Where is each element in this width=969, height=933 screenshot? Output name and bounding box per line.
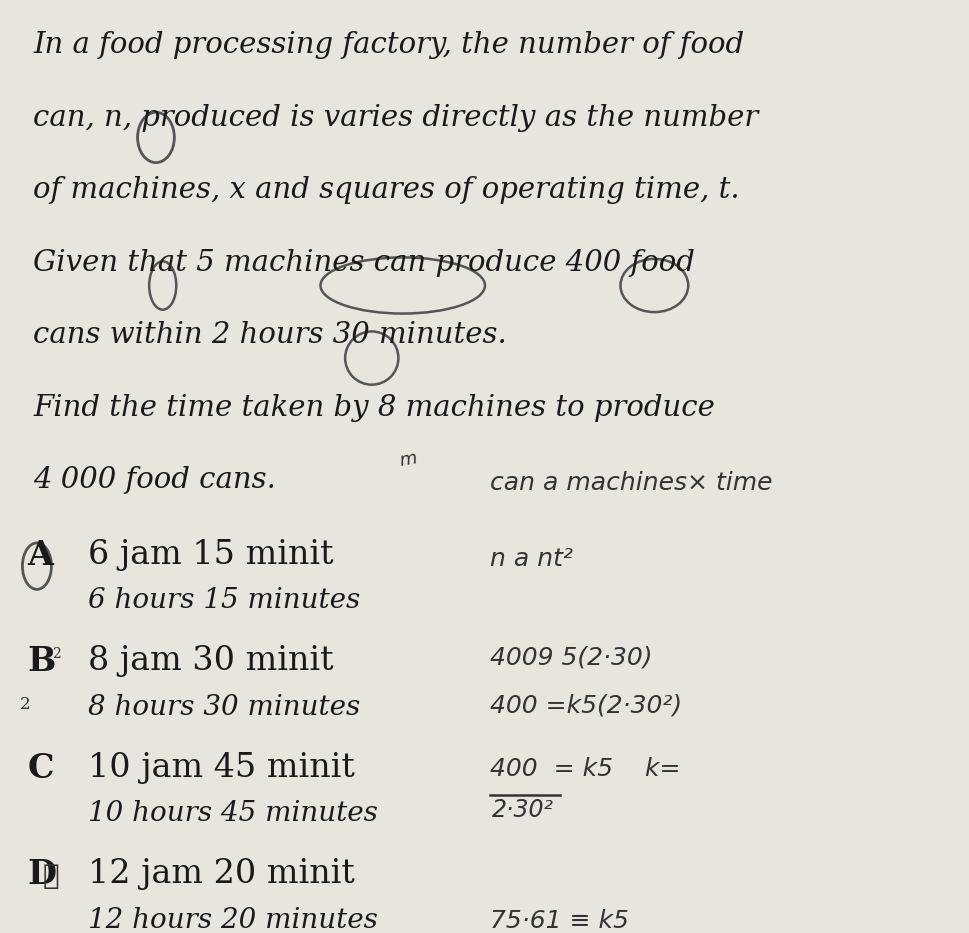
- Text: 12 jam 20 minit: 12 jam 20 minit: [88, 858, 355, 890]
- Text: C: C: [27, 752, 53, 785]
- Text: Find the time taken by 8 machines to produce: Find the time taken by 8 machines to pro…: [33, 394, 714, 422]
- Text: cans within 2 hours 30 minutes.: cans within 2 hours 30 minutes.: [33, 321, 506, 349]
- Text: 8 hours 30 minutes: 8 hours 30 minutes: [88, 694, 360, 721]
- Text: A: A: [27, 539, 53, 572]
- Text: can a machines× time: can a machines× time: [489, 471, 771, 495]
- Text: 6 hours 15 minutes: 6 hours 15 minutes: [88, 588, 360, 615]
- Text: 12 hours 20 minutes: 12 hours 20 minutes: [88, 907, 378, 933]
- Text: 4009 5(2·30): 4009 5(2·30): [489, 646, 652, 670]
- Text: 2: 2: [19, 696, 30, 713]
- Text: 10 jam 45 minit: 10 jam 45 minit: [88, 752, 355, 784]
- Text: 10 hours 45 minutes: 10 hours 45 minutes: [88, 801, 378, 828]
- Text: n a nt²: n a nt²: [489, 547, 572, 571]
- Text: of machines, x and squares of operating time, t.: of machines, x and squares of operating …: [33, 176, 739, 204]
- Text: B: B: [27, 646, 55, 678]
- Text: 75·61 ≡ k5: 75·61 ≡ k5: [489, 909, 628, 933]
- Text: 2: 2: [52, 648, 61, 661]
- Text: ✓: ✓: [43, 863, 59, 890]
- Text: can, n, produced is varies directly as the number: can, n, produced is varies directly as t…: [33, 104, 758, 132]
- Text: 4 000 food cans.: 4 000 food cans.: [33, 466, 275, 494]
- Text: 400  = k5    k=: 400 = k5 k=: [489, 757, 679, 781]
- Text: D: D: [27, 858, 56, 891]
- Text: Given that 5 machines can produce 400 food: Given that 5 machines can produce 400 fo…: [33, 249, 694, 277]
- Text: 6 jam 15 minit: 6 jam 15 minit: [88, 539, 333, 571]
- Text: In a food processing factory, the number of food: In a food processing factory, the number…: [33, 31, 743, 59]
- Text: 8 jam 30 minit: 8 jam 30 minit: [88, 646, 333, 677]
- Text: 2·30²: 2·30²: [491, 799, 553, 822]
- Text: m: m: [397, 449, 418, 470]
- Text: 400 =k5(2·30²): 400 =k5(2·30²): [489, 694, 681, 717]
